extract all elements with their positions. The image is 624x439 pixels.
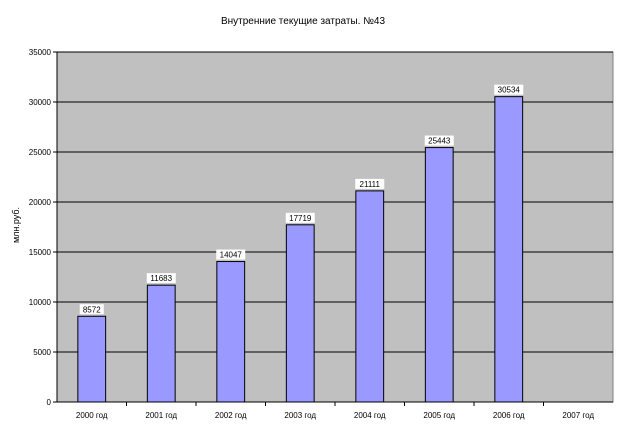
data-label-background (424, 135, 454, 146)
data-label-background (216, 249, 246, 260)
y-tick-label: 35000 (29, 48, 52, 57)
x-tick-label: 2001 год (145, 411, 177, 420)
data-label-background (146, 273, 176, 284)
data-label: 11683 (150, 274, 172, 283)
data-label-background (355, 178, 385, 189)
x-tick-label: 2000 год (76, 411, 108, 420)
data-label: 21111 (360, 180, 381, 189)
data-label: 14047 (220, 251, 243, 260)
x-tick-label: 2004 год (354, 411, 386, 420)
y-tick-label: 0 (47, 398, 52, 407)
x-tick-label: 2005 год (423, 411, 455, 420)
y-tick-label: 25000 (29, 148, 52, 157)
y-tick-label: 15000 (29, 248, 52, 257)
bar (285, 224, 315, 403)
bar (77, 315, 107, 403)
y-axis-label: млн.руб. (11, 207, 21, 243)
y-axis-ticks: 0 5000 10000 15000 20000 25000 30000 35000 (29, 48, 57, 407)
bar (355, 190, 385, 403)
data-label: 30534 (498, 86, 521, 95)
bar (424, 147, 454, 403)
x-tick-label: 2007 год (562, 411, 594, 420)
y-tick-label: 10000 (29, 298, 52, 307)
y-tick-label: 30000 (29, 98, 52, 107)
y-tick-label: 5000 (33, 348, 51, 357)
x-tick-label: 2006 год (493, 411, 525, 420)
data-labels-group: 8572 11683 14047 17719 21111 25443 30534 (79, 84, 524, 315)
x-tick-label: 2002 год (215, 411, 247, 420)
data-label-background (285, 212, 315, 223)
bars-group (77, 96, 524, 403)
bar (494, 96, 524, 403)
data-label: 17719 (289, 214, 312, 223)
y-tick-label: 20000 (29, 198, 52, 207)
data-label-background (79, 304, 104, 315)
bar (146, 284, 176, 403)
bar (216, 261, 246, 403)
data-label: 25443 (428, 137, 451, 146)
data-label: 8572 (83, 305, 101, 314)
x-tick-label: 2003 год (284, 411, 316, 420)
data-label-background (494, 84, 524, 95)
chart-title: Внутренние текущие затраты. №43 (221, 16, 386, 27)
x-axis-ticks: 2000 год 2001 год 2002 год 2003 год 2004 год… (76, 402, 594, 420)
plot-area (56, 51, 614, 403)
